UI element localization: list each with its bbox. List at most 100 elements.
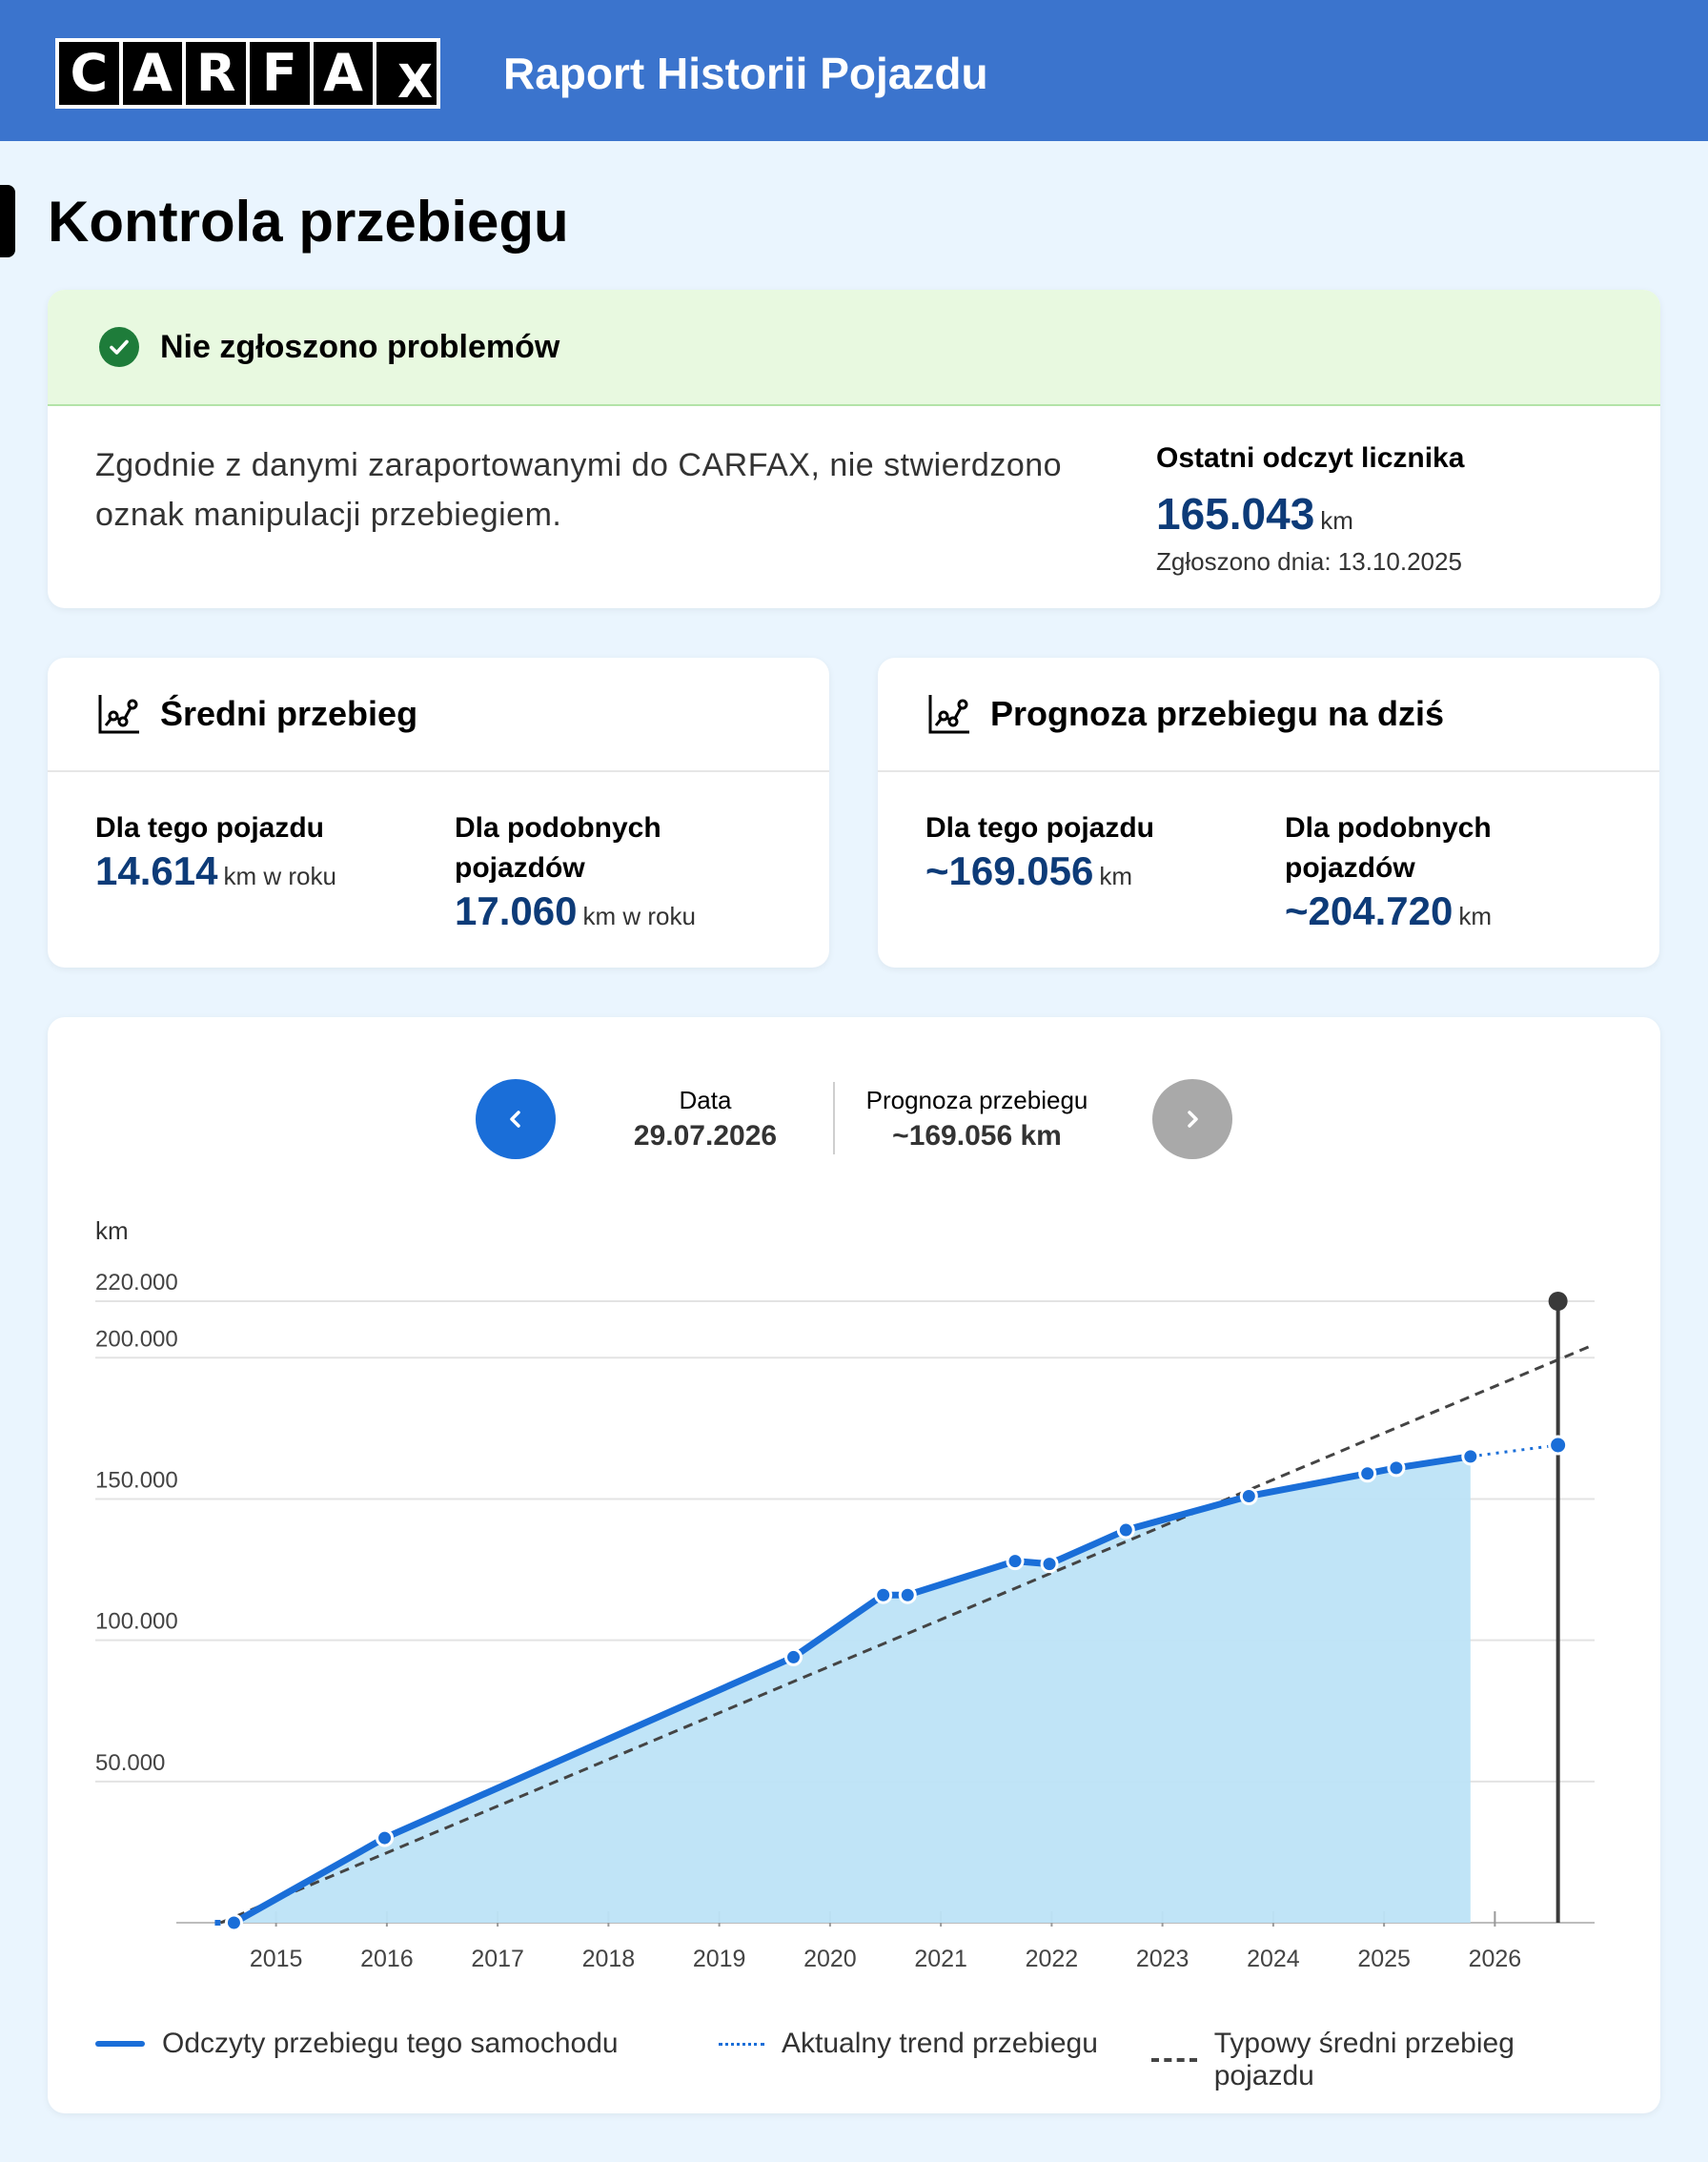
forecast-similar-value: ~204.720 km [1285,888,1492,934]
odometer-label: Ostatni odczyt licznika [1156,442,1465,474]
odometer-value: 165.043 km [1156,488,1353,540]
y-tick-label: 220.000 [95,1270,178,1295]
legend-swatch-dotted [719,2042,764,2046]
forecast-similar-label-line2: pojazdów [1285,852,1415,884]
logo-letter: R [186,42,247,105]
y-tick-label: 150.000 [95,1467,178,1493]
forecast-similar-vehicles: Dla podobnych pojazdów ~204.720 km [1285,808,1492,934]
avg-similar-value: 17.060 km w roku [455,888,696,934]
x-tick-label: 2019 [693,1946,746,1972]
reading-point [376,1828,395,1847]
avg-this-number: 14.614 [95,848,218,893]
readings-area [234,1456,1471,1923]
reading-point [1461,1447,1480,1466]
x-tick-label: 2015 [250,1946,303,1972]
logo-letter: X [397,55,434,109]
top-bar: C A R F A X Raport Historii Pojazdu [0,0,1708,141]
forecast-this-number: ~169.056 [925,848,1094,893]
average-mileage-card: Średni przebieg Dla tego pojazdu 14.614 k… [48,658,829,968]
odometer-unit: km [1320,506,1353,535]
reading-point [784,1647,803,1666]
legend-swatch-solid [95,2041,145,2047]
chevron-right-icon [1188,1111,1198,1128]
typical-mileage-line [219,1342,1596,1925]
check-circle-icon [99,327,139,367]
reading-point [224,1913,243,1932]
x-tick-label: 2022 [1026,1946,1079,1972]
legend-trend-label: Aktualny trend przebiegu [782,2028,1098,2059]
page-title: Kontrola przebiegu [48,190,569,254]
forecast-similar-number: ~204.720 [1285,888,1454,933]
mileage-chart-card: Data 29.07.2026 Prognoza przebiegu ~169.… [48,1017,1660,2113]
mileage-chart-icon [928,695,969,734]
reading-point [1358,1464,1377,1483]
carfax-logo: C A R F A X [55,38,440,109]
report-title: Raport Historii Pojazdu [503,49,988,98]
odometer-reported-date: Zgłoszono dnia: 13.10.2025 [1156,547,1462,576]
next-button[interactable] [1152,1079,1232,1159]
x-tick-label: 2023 [1136,1946,1190,1972]
reading-point [1040,1555,1059,1574]
date-label: Data [679,1086,732,1114]
avg-similar-vehicles: Dla podobnych pojazdów 17.060 km w roku [455,808,696,934]
logo-letter: A [122,42,183,105]
reading-point [1387,1458,1406,1478]
x-tick-label: 2017 [471,1946,524,1972]
forecast-similar-label: Dla podobnych [1285,812,1492,844]
reading-point [1006,1552,1025,1571]
y-tick-label: 200.000 [95,1326,178,1352]
status-description: Zgodnie z danymi zaraportowanymi do CARF… [95,447,1063,533]
x-tick-label: 2021 [914,1946,967,1972]
x-tick-label: 2018 [582,1946,636,1972]
forecast-point [1548,1435,1569,1456]
reading-point [1239,1486,1258,1505]
forecast-card: Prognoza przebiegu na dziś Dla tego poja… [878,658,1659,968]
status-card: Nie zgłoszono problemów Zgodnie z danymi… [48,290,1660,608]
x-tick-label: 2020 [803,1946,857,1972]
x-tick-label: 2025 [1357,1946,1411,1972]
x-tick-label: 2016 [360,1946,414,1972]
forecast-title: Prognoza przebiegu na dziś [990,694,1445,733]
chart-legend: Odczyty przebiegu tego samochodu Aktualn… [95,2028,1620,2091]
avg-similar-unit: km w roku [582,902,696,930]
avg-this-vehicle: Dla tego pojazdu 14.614 km w roku [95,808,336,894]
y-tick-label: 100.000 [95,1609,178,1635]
x-tick-label: 2024 [1247,1946,1300,1972]
reading-point [1116,1520,1135,1540]
reading-point [874,1585,893,1604]
logo-letter: A [313,42,374,105]
y-axis-label: km [95,1216,129,1245]
forecast-this-vehicle: Dla tego pojazdu ~169.056 km [925,808,1154,894]
section-marker [0,185,15,257]
avg-this-label: Dla tego pojazdu [95,812,324,844]
average-mileage-header: Średni przebieg [48,658,829,772]
legend-trend: Aktualny trend przebiegu [719,2028,1098,2060]
trend-line [1470,1443,1558,1458]
nav-divider [833,1082,835,1154]
forecast-similar-unit: km [1458,902,1493,930]
logo-letter: C [59,42,119,105]
logo-letter: F [250,42,310,105]
mileage-chart-icon [98,695,139,734]
date-value: 29.07.2026 [633,1120,778,1152]
avg-this-unit: km w roku [223,862,336,890]
reading-point [898,1585,917,1604]
x-tick-label: 2026 [1469,1946,1522,1972]
legend-readings: Odczyty przebiegu tego samochodu [95,2028,619,2060]
legend-typical-label: Typowy średni przebieg pojazdu [1213,2028,1515,2091]
odometer-number: 165.043 [1156,489,1315,539]
avg-similar-label: Dla podobnych [455,812,661,844]
date-marker-handle [1548,1292,1568,1311]
forecast-this-value: ~169.056 km [925,848,1154,894]
chevron-left-icon [510,1111,520,1128]
forecast-header: Prognoza przebiegu na dziś [878,658,1659,772]
mileage-chart: km 50.000 100.000 150.000 200.000 220.000 2015… [95,1216,1596,1972]
forecast-this-label: Dla tego pojazdu [925,812,1154,844]
legend-typical: Typowy średni przebieg pojazdu [1151,2028,1620,2092]
status-title: Nie zgłoszono problemów [160,328,560,365]
legend-readings-label: Odczyty przebiegu tego samochodu [162,2028,619,2059]
status-header: Nie zgłoszono problemów [48,290,1660,406]
average-mileage-title: Średni przebieg [160,694,418,733]
previous-button[interactable] [476,1079,556,1159]
legend-swatch-dashed [1151,2058,1197,2062]
